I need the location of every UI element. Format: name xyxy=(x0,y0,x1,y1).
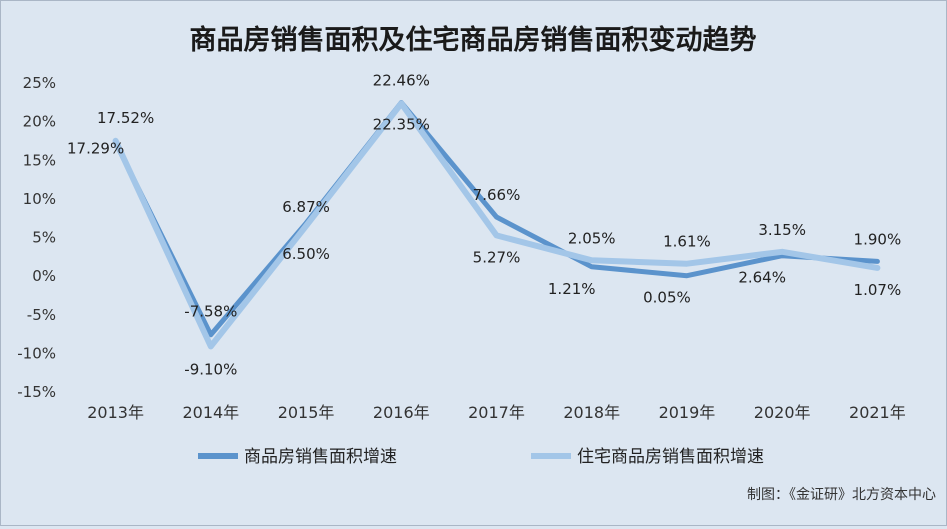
data-label: 0.05% xyxy=(643,289,691,307)
data-label: 2.64% xyxy=(738,269,786,287)
data-label: 5.27% xyxy=(473,248,521,266)
data-label: 1.61% xyxy=(663,233,711,251)
chart-title: 商品房销售面积及住宅商品房销售面积变动趋势 xyxy=(190,24,757,56)
x-tick-label: 2013年 xyxy=(87,403,144,422)
series-line-2 xyxy=(112,100,881,350)
data-label: 1.90% xyxy=(854,230,902,248)
y-tick-label: 5% xyxy=(32,229,56,247)
source-note: 制图：《金证研》北方资本中心 xyxy=(747,487,936,503)
data-label: 6.87% xyxy=(282,198,330,216)
x-tick-label: 2015年 xyxy=(278,403,335,422)
data-label: 2.05% xyxy=(568,229,616,247)
y-tick-label: 0% xyxy=(32,267,56,285)
data-label: 17.52% xyxy=(97,109,154,127)
y-tick-label: 10% xyxy=(23,190,56,208)
data-label: 1.07% xyxy=(854,281,902,299)
data-label: -9.10% xyxy=(184,360,237,378)
x-tick-label: 2017年 xyxy=(468,403,525,422)
x-tick-label: 2018年 xyxy=(563,403,620,422)
data-label: 7.66% xyxy=(473,186,521,204)
data-label: 3.15% xyxy=(758,221,806,239)
data-label: 6.50% xyxy=(282,245,330,263)
y-tick-label: 25% xyxy=(23,74,56,92)
x-tick-label: 2016年 xyxy=(373,403,430,422)
x-tick-label: 2019年 xyxy=(659,403,716,422)
x-tick-label: 2021年 xyxy=(849,403,906,422)
x-tick-label: 2014年 xyxy=(182,403,239,422)
x-tick-label: 2020年 xyxy=(754,403,811,422)
x-axis: 2013年 2014年 2015年 2016年 2017年 2018年 2019年 2020年… xyxy=(87,403,906,422)
y-tick-label: -15% xyxy=(17,383,56,401)
data-label: 17.29% xyxy=(67,140,124,158)
data-label: 1.21% xyxy=(548,280,596,298)
data-label: 22.35% xyxy=(373,115,430,133)
data-labels: 17.29% -7.58% 6.87% 22.46% 7.66% 1.21% 0.05% 2.… xyxy=(67,72,901,379)
y-tick-label: 20% xyxy=(23,113,56,131)
y-tick-label: 15% xyxy=(23,151,56,169)
legend-label-2: 住宅商品房销售面积增速 xyxy=(577,447,764,467)
data-label: 22.46% xyxy=(373,72,430,90)
y-axis: 25% 20% 15% 10% 5% 0% -5% -10% -15% xyxy=(17,74,56,401)
legend-label-1: 商品房销售面积增速 xyxy=(244,447,397,467)
y-tick-label: -5% xyxy=(27,306,56,324)
series-lines xyxy=(112,100,881,350)
data-label: -7.58% xyxy=(184,303,237,321)
series-line-1 xyxy=(113,100,880,338)
y-tick-label: -10% xyxy=(17,344,56,362)
legend: 商品房销售面积增速 住宅商品房销售面积增速 xyxy=(198,447,764,467)
